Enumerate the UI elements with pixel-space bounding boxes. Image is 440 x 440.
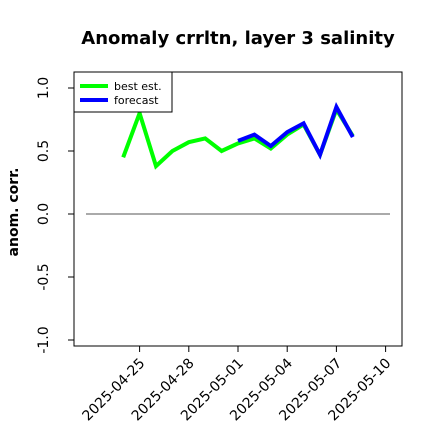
plot-area: -1.0-0.50.00.51.02025-04-252025-04-28202… [36, 71, 403, 424]
legend-label: forecast [114, 94, 159, 107]
y-tick-label: 1.0 [36, 77, 52, 99]
plot-frame [73, 71, 403, 347]
y-tick-label: -0.5 [36, 263, 52, 290]
series-line-forecast [237, 101, 355, 160]
y-axis-label: anom. corr. [6, 168, 22, 257]
legend: best est.forecast [73, 71, 173, 113]
y-tick-label: 0.0 [36, 203, 52, 225]
legend-label: best est. [114, 80, 162, 93]
y-tick-label: 0.5 [36, 140, 52, 162]
series-line-best-est [121, 104, 355, 170]
legend-box [73, 71, 173, 113]
chart-title: Anomaly crrltn, layer 3 salinity [81, 28, 395, 49]
y-tick-label: -1.0 [36, 326, 52, 353]
